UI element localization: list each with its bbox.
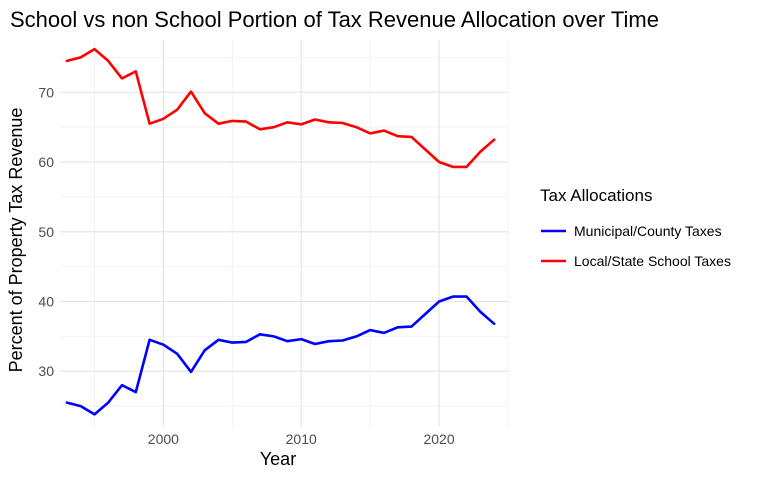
y-axis-label: Percent of Property Tax Revenue xyxy=(6,108,26,373)
y-tick-label: 40 xyxy=(38,293,54,309)
series-line-municipal-county xyxy=(65,295,496,416)
x-tick-label: 2020 xyxy=(423,431,454,447)
chart-title: School vs non School Portion of Tax Reve… xyxy=(10,7,659,32)
series-line-local-state-school xyxy=(65,47,496,169)
legend-label: Municipal/County Taxes xyxy=(574,223,722,239)
x-axis-label: Year xyxy=(260,449,296,469)
x-tick-label: 2000 xyxy=(148,431,179,447)
x-tick-label: 2010 xyxy=(286,431,317,447)
y-tick-label: 30 xyxy=(38,363,54,379)
y-tick-label: 60 xyxy=(38,154,54,170)
y-tick-label: 70 xyxy=(38,84,54,100)
legend: Tax Allocations Municipal/County Taxes Lo… xyxy=(540,186,731,269)
legend-title: Tax Allocations xyxy=(540,186,652,205)
y-tick-label: 50 xyxy=(38,224,54,240)
series-lines xyxy=(65,47,496,416)
tick-labels: 2000 2010 2020 30 40 50 60 70 xyxy=(38,84,454,447)
legend-label: Local/State School Taxes xyxy=(574,253,731,269)
grid-layer xyxy=(60,40,509,427)
